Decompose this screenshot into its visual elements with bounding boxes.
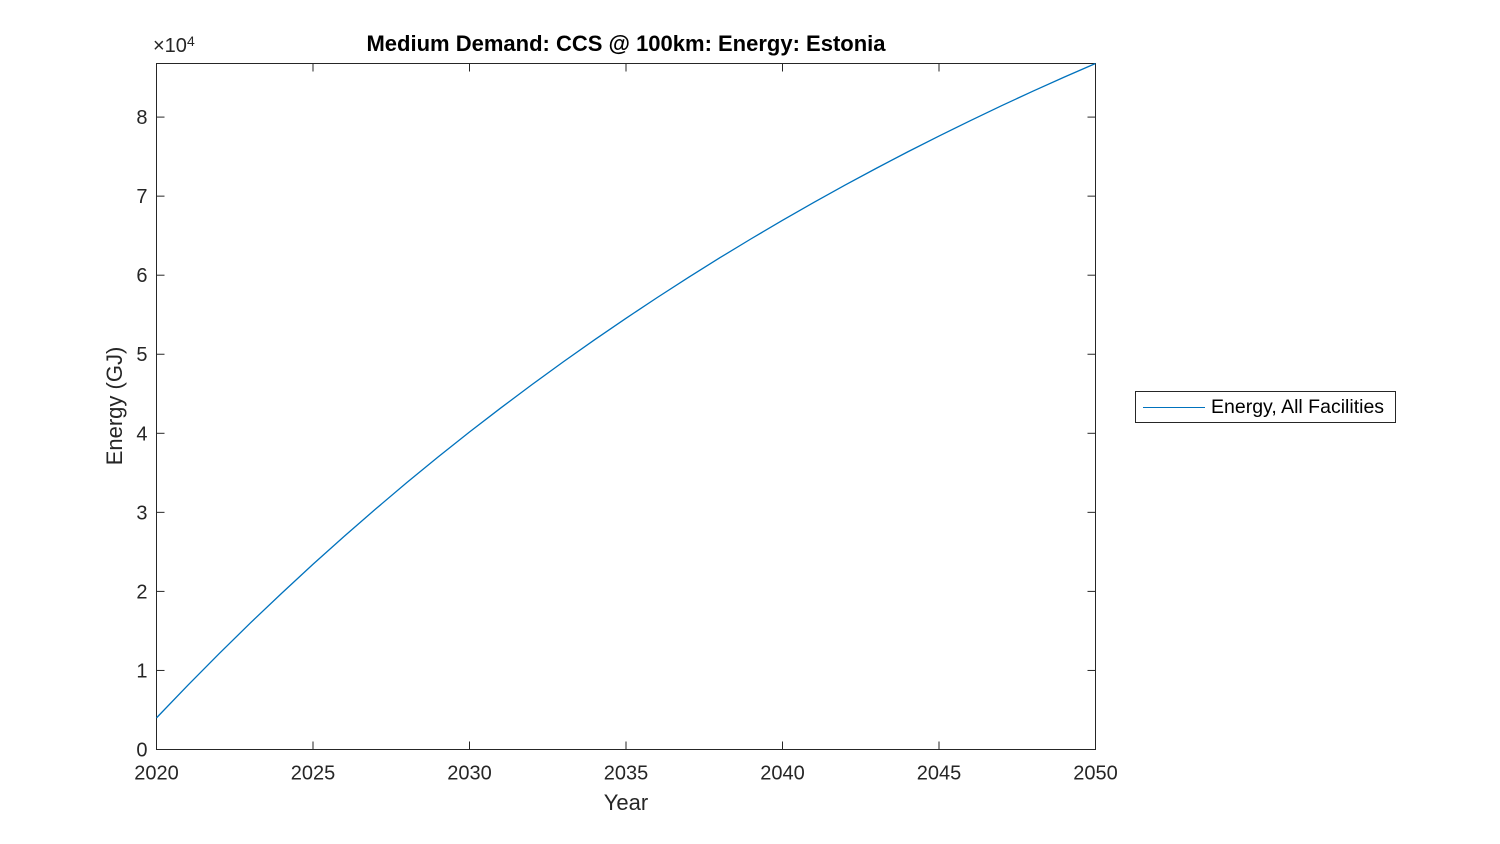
x-tick-label: 2025 xyxy=(291,763,336,785)
y-tick-label: 0 xyxy=(136,740,147,762)
y-axis-offset-base: ×10 xyxy=(153,35,187,57)
chart-title: Medium Demand: CCS @ 100km: Energy: Esto… xyxy=(366,31,886,56)
axes-box xyxy=(156,63,1096,750)
y-tick-label: 5 xyxy=(136,344,147,366)
y-tick-label: 4 xyxy=(136,423,147,445)
energy-series-line xyxy=(156,62,1096,719)
y-tick-label: 1 xyxy=(136,660,147,682)
legend: Energy, All Facilities xyxy=(1135,391,1396,423)
y-tick-label: 6 xyxy=(136,265,147,287)
legend-line-sample-icon xyxy=(1143,406,1205,408)
y-axis-offset-label: ×104 xyxy=(153,33,195,58)
x-tick-label: 2040 xyxy=(760,763,805,785)
x-axis-label: Year xyxy=(603,790,649,815)
y-tick-label: 3 xyxy=(136,502,147,524)
x-tick-label: 2035 xyxy=(604,763,649,785)
x-tick-label: 2050 xyxy=(1073,763,1118,785)
y-tick-label: 8 xyxy=(136,107,147,129)
x-tick-label: 2030 xyxy=(447,763,492,785)
legend-entry-label: Energy, All Facilities xyxy=(1211,395,1385,418)
x-tick-label: 2045 xyxy=(917,763,962,785)
y-tick-label: 2 xyxy=(136,581,147,603)
y-axis-offset-exponent: 4 xyxy=(186,33,195,49)
y-axis-label: Energy (GJ) xyxy=(102,346,127,466)
y-tick-label: 7 xyxy=(136,186,147,208)
x-tick-label: 2020 xyxy=(134,763,179,785)
